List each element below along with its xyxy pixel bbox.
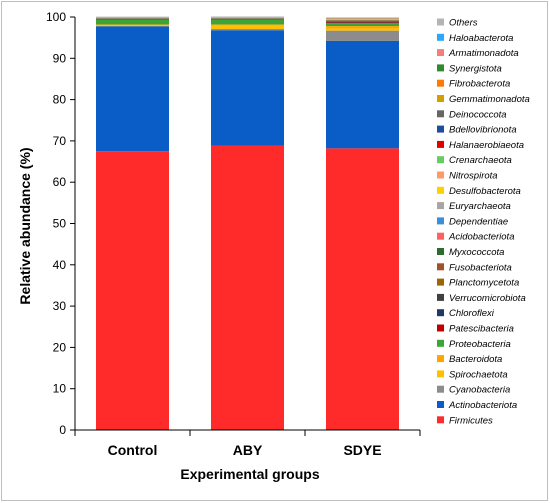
legend-label: Acidobacteriota [448,232,514,243]
legend-swatch [437,64,444,72]
legend-label: Haloabacterota [449,33,513,44]
legend-label: Proteobacteria [449,339,511,350]
bar-stack [211,16,284,430]
bar-segment [326,40,399,149]
legend-swatch [437,324,444,332]
legend-swatch [437,355,444,363]
bar-segment [211,19,284,25]
bar-segment [326,26,399,29]
y-tick-label: 20 [53,340,67,354]
legend-swatch [437,401,444,408]
bar-segment [326,22,399,24]
legend-label: Nitrospirota [449,171,498,182]
legend-label: Fibrobacterota [449,79,510,90]
legend-label: Bacteroidota [449,354,502,365]
legend-label: Fusobacteriota [449,262,512,273]
bar-segment [96,24,169,26]
y-axis: 0 10 20 30 40 50 60 70 80 90 100 [46,10,76,437]
legend-label: Chloroflexi [449,308,495,319]
bar-segment [96,26,169,152]
legend-label: Synergistota [449,63,502,74]
bar-segment [326,28,399,31]
legend-label: Dependentiae [449,216,508,227]
legend-swatch [437,125,444,133]
legend-swatch [437,232,444,240]
y-tick-label: 100 [46,10,66,24]
legend-swatch [437,110,444,118]
bar-stack [96,16,169,430]
y-tick-label: 40 [53,258,67,272]
legend-swatch [437,18,444,26]
legend-swatch [437,339,444,347]
bar-segment [211,30,284,146]
bar-segment [96,151,169,430]
bar-segment [211,25,284,29]
legend: Others Haloabacterota Armatimonadota Synerg… [437,18,530,426]
legend-label: Planctomycetota [449,278,519,289]
legend-label: Desulfobacterota [449,186,521,197]
y-tick-label: 10 [53,382,67,396]
legend-swatch [437,217,444,225]
bar-segment [211,28,284,31]
legend-swatch [437,140,444,148]
legend-label: Halanaerobiaeota [449,140,524,151]
legend-label: Firmicutes [449,415,493,426]
y-tick-label: 60 [53,175,67,189]
y-tick-label: 90 [53,51,67,65]
legend-swatch [437,33,444,41]
x-tick-label: ABY [233,442,263,458]
bar-segment [326,23,399,27]
legend-label: Verrucomicrobiota [449,293,526,304]
legend-label: Deinococcota [449,109,507,120]
y-tick-label: 80 [53,93,67,107]
legend-swatch [437,309,444,317]
y-tick-label: 70 [53,134,67,148]
x-tick-label: Control [108,442,158,458]
legend-swatch [437,370,444,378]
y-tick-label: 50 [53,217,67,231]
legend-swatch [437,248,444,255]
legend-label: Crenarchaeota [449,155,512,166]
legend-swatch [437,278,444,286]
legend-label: Actinobacteriota [448,400,517,411]
legend-swatch [437,263,444,271]
bar-segment [96,25,169,27]
bars [96,16,399,431]
legend-swatch [437,79,444,87]
legend-label: Bdellovibrionota [449,125,517,136]
legend-swatch [437,156,444,164]
legend-label: Patescibacteria [449,324,514,335]
bar-segment [211,145,284,430]
x-tick-label: SDYE [343,442,381,458]
y-tick-label: 0 [59,423,66,437]
legend-swatch [437,186,444,194]
x-axis-title: Experimental groups [180,466,319,482]
bar-segment [326,30,399,41]
legend-label: Others [449,18,478,29]
y-tick-label: 30 [53,299,67,313]
legend-swatch [437,171,444,179]
x-axis: Control ABY SDYE [74,429,421,458]
bar-segment [326,20,399,22]
legend-swatch [437,293,444,301]
y-axis-title: Relative abundance (%) [17,147,33,304]
legend-swatch [437,416,444,424]
bar-stack [326,17,399,431]
legend-swatch [437,202,444,210]
legend-swatch [437,385,444,393]
legend-swatch [437,49,444,57]
legend-label: Cyanobacteria [449,385,510,396]
legend-label: Gemmatimonadota [449,94,530,105]
legend-label: Euryarchaeota [449,201,511,212]
bar-segment [96,19,169,25]
legend-label: Myxococcota [449,247,504,258]
bar-segment [326,148,399,431]
legend-label: Spirochaetota [449,369,508,380]
legend-swatch [437,95,444,102]
bar-segment [211,24,284,26]
legend-label: Armatimonadota [448,48,519,59]
